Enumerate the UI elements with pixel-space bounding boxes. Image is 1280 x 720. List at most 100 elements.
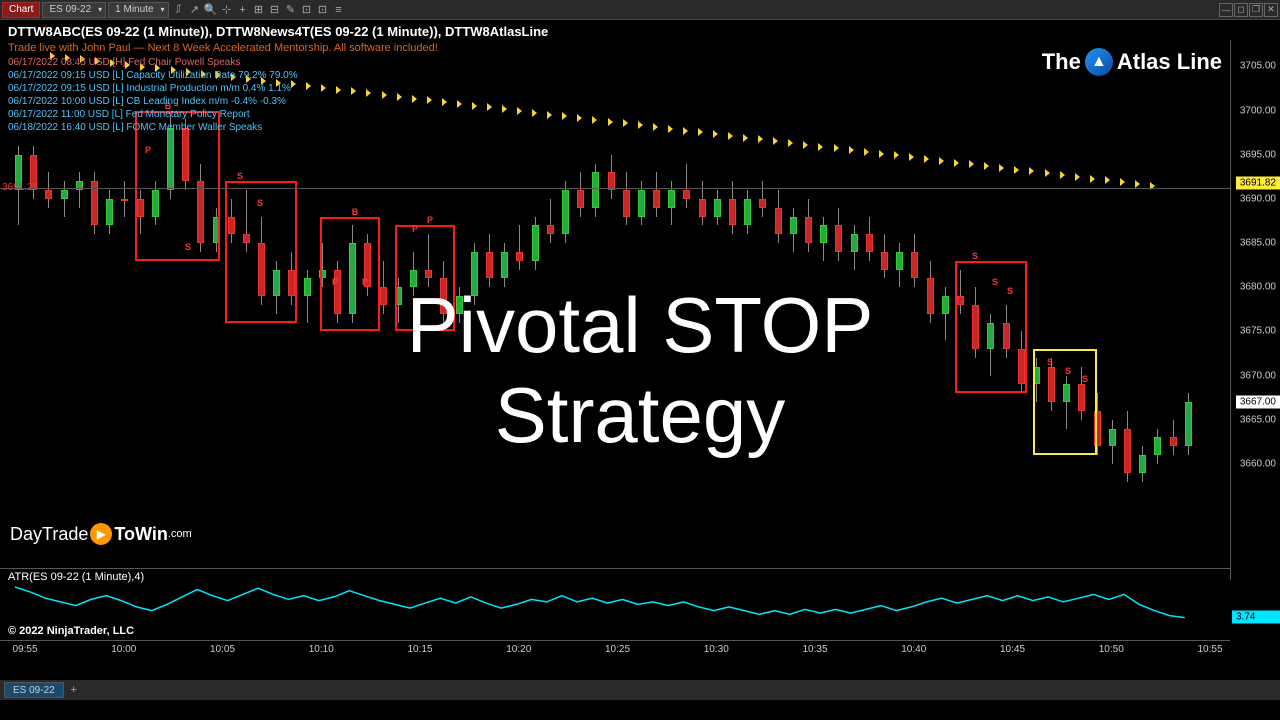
atlas-dot <box>1120 178 1125 186</box>
time-tick: 10:00 <box>111 644 136 655</box>
pivot-mark: S <box>185 242 191 252</box>
time-tick: 10:40 <box>901 644 926 655</box>
atlas-dot <box>336 86 341 94</box>
atlas-dot <box>412 95 417 103</box>
atlas-dot <box>472 102 477 110</box>
toolbar-icon[interactable]: ≡ <box>331 2 347 18</box>
pivot-mark: S <box>1047 357 1053 367</box>
atlas-dot <box>713 130 718 138</box>
time-tick: 10:30 <box>704 644 729 655</box>
atlas-dot <box>1075 173 1080 181</box>
atlas-dot <box>818 143 823 151</box>
atr-panel: ATR(ES 09-22 (1 Minute),4) © 2022 NinjaT… <box>0 568 1230 640</box>
symbol-select[interactable]: ES 09-22 <box>42 2 106 18</box>
pivot-mark: B <box>352 207 359 217</box>
atlas-dot <box>562 112 567 120</box>
pivot-mark: P <box>145 145 151 155</box>
time-tick: 10:35 <box>802 644 827 655</box>
atlas-dot <box>382 91 387 99</box>
atlas-dot <box>502 105 507 113</box>
time-tick: 10:05 <box>210 644 235 655</box>
toolbar-icon[interactable]: ⊡ <box>315 2 331 18</box>
atlas-dot <box>1135 180 1140 188</box>
price-tick: 3660.00 <box>1240 458 1276 469</box>
pivot-mark: P <box>412 224 418 234</box>
atlas-dot <box>1045 169 1050 177</box>
atlas-dot <box>427 96 432 104</box>
price-tick: 3695.00 <box>1240 149 1276 160</box>
toolbar-icon[interactable]: ↗ <box>187 2 203 18</box>
atlas-price-marker: 3691.82 <box>1236 176 1280 189</box>
time-tick: 10:25 <box>605 644 630 655</box>
time-axis: 09:5510:0010:0510:1010:1510:2010:2510:30… <box>0 640 1230 660</box>
atlas-dot <box>1105 176 1110 184</box>
price-tick: 3665.00 <box>1240 414 1276 425</box>
open-ref-line <box>0 188 1230 189</box>
atlas-dot <box>924 155 929 163</box>
atlas-dot <box>698 128 703 136</box>
atlas-dot <box>939 157 944 165</box>
window-control-button[interactable]: — <box>1219 3 1233 17</box>
price-axis: 3705.003700.003695.003690.003685.003680.… <box>1230 40 1280 580</box>
toolbar-icon[interactable]: + <box>235 2 251 18</box>
toolbar-icon[interactable]: ⊞ <box>251 2 267 18</box>
atlas-dot <box>1090 175 1095 183</box>
news-line: 06/17/2022 08:45 USD [H] Fed Chair Powel… <box>8 56 298 69</box>
pivot-mark: S <box>237 171 243 181</box>
pivot-mark: S <box>1082 374 1088 384</box>
atlas-dot <box>366 89 371 97</box>
price-tick: 3705.00 <box>1240 61 1276 72</box>
price-tick: 3675.00 <box>1240 326 1276 337</box>
window-control-button[interactable]: ◻ <box>1234 3 1248 17</box>
pivot-mark: S <box>1007 286 1013 296</box>
window-control-button[interactable]: ❐ <box>1249 3 1263 17</box>
news-line: 06/17/2022 09:15 USD [L] Industrial Prod… <box>8 82 298 95</box>
atlas-dot <box>728 132 733 140</box>
atlas-dot <box>773 137 778 145</box>
time-tick: 10:10 <box>309 644 334 655</box>
atlas-dot <box>547 111 552 119</box>
toolbar: Chart ES 09-22 1 Minute ⎎↗🔍⊹+⊞⊟✎⊡⊡≡ —◻❐✕ <box>0 0 1280 20</box>
pivot-box <box>320 217 380 332</box>
tab-bar: ES 09-22 + <box>0 680 1280 700</box>
toolbar-icon[interactable]: ⊟ <box>267 2 283 18</box>
atlas-dot <box>532 109 537 117</box>
atlas-dot <box>592 116 597 124</box>
pivot-mark: S <box>257 198 263 208</box>
atlas-dot <box>457 100 462 108</box>
atlas-dot <box>954 159 959 167</box>
toolbar-icon[interactable]: ✎ <box>283 2 299 18</box>
pivot-mark: S <box>972 251 978 261</box>
daytradetowin-logo: DayTrade▶ToWin.com <box>10 523 192 545</box>
toolbar-icon[interactable]: ⊹ <box>219 2 235 18</box>
news-line: 06/17/2022 09:15 USD [L] Capacity Utiliz… <box>8 69 298 82</box>
time-tick: 10:20 <box>506 644 531 655</box>
news-line: 06/17/2022 11:00 USD [L] Fed Monetary Po… <box>8 108 298 121</box>
pivot-mark: P <box>332 277 338 287</box>
atlas-dot <box>999 164 1004 172</box>
atlas-dot <box>577 114 582 122</box>
atlas-dot <box>397 93 402 101</box>
atlas-dot <box>623 119 628 127</box>
atlas-dot <box>608 118 613 126</box>
news-line: 06/18/2022 16:40 USD [L] FOMC Member Wal… <box>8 121 298 134</box>
toolbar-icon[interactable]: ⎎ <box>171 2 187 18</box>
atlas-dot <box>442 98 447 106</box>
interval-select[interactable]: 1 Minute <box>108 2 168 18</box>
chart-title: DTTW8ABC(ES 09-22 (1 Minute)), DTTW8News… <box>8 24 548 39</box>
chart-mode-button[interactable]: Chart <box>2 2 40 18</box>
atlas-dot <box>487 103 492 111</box>
atlas-line-logo: The▲Atlas Line <box>1042 48 1222 76</box>
pivot-mark: P <box>362 277 368 287</box>
atlas-dot <box>788 139 793 147</box>
toolbar-icon[interactable]: 🔍 <box>203 2 219 18</box>
window-control-button[interactable]: ✕ <box>1264 3 1278 17</box>
atlas-dot <box>306 82 311 90</box>
instrument-tab[interactable]: ES 09-22 <box>4 682 64 698</box>
toolbar-icon[interactable]: ⊡ <box>299 2 315 18</box>
add-tab-button[interactable]: + <box>66 682 82 698</box>
atlas-dot <box>1014 166 1019 174</box>
price-tick: 3685.00 <box>1240 238 1276 249</box>
news-line: 06/17/2022 10:00 USD [L] CB Leading Inde… <box>8 95 298 108</box>
atlas-dot <box>909 153 914 161</box>
